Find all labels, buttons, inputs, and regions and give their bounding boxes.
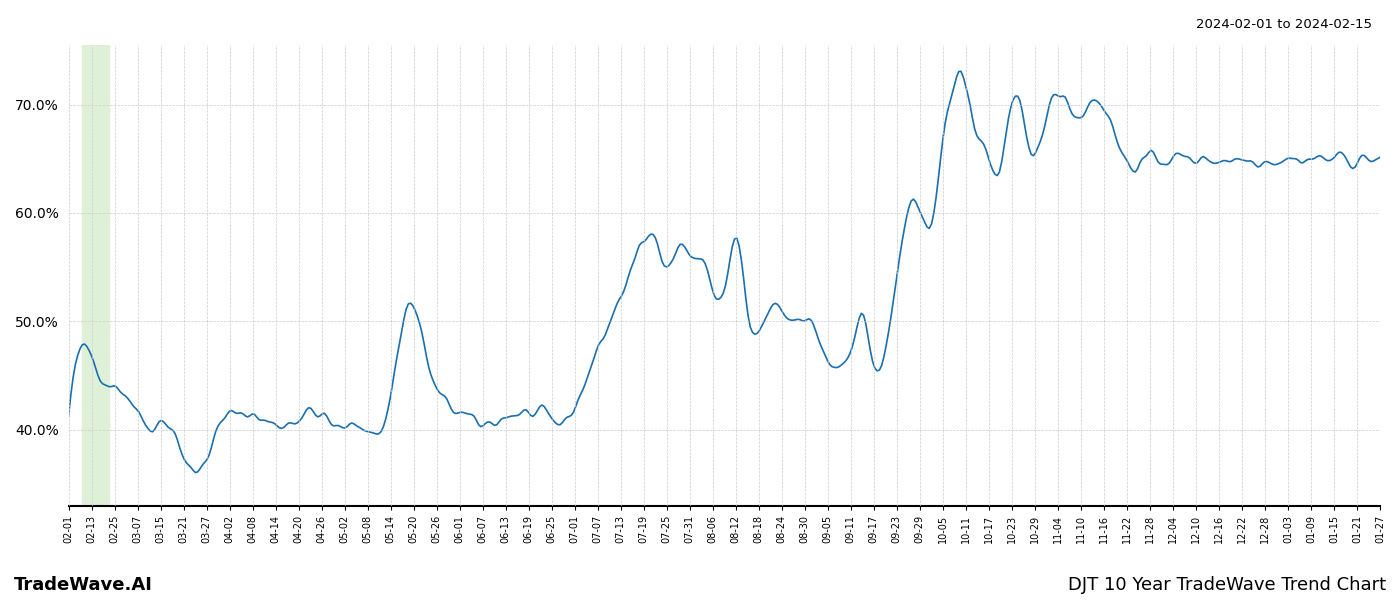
Text: TradeWave.AI: TradeWave.AI bbox=[14, 576, 153, 594]
Bar bbox=[83, 45, 109, 506]
Text: 2024-02-01 to 2024-02-15: 2024-02-01 to 2024-02-15 bbox=[1196, 18, 1372, 31]
Text: DJT 10 Year TradeWave Trend Chart: DJT 10 Year TradeWave Trend Chart bbox=[1068, 576, 1386, 594]
